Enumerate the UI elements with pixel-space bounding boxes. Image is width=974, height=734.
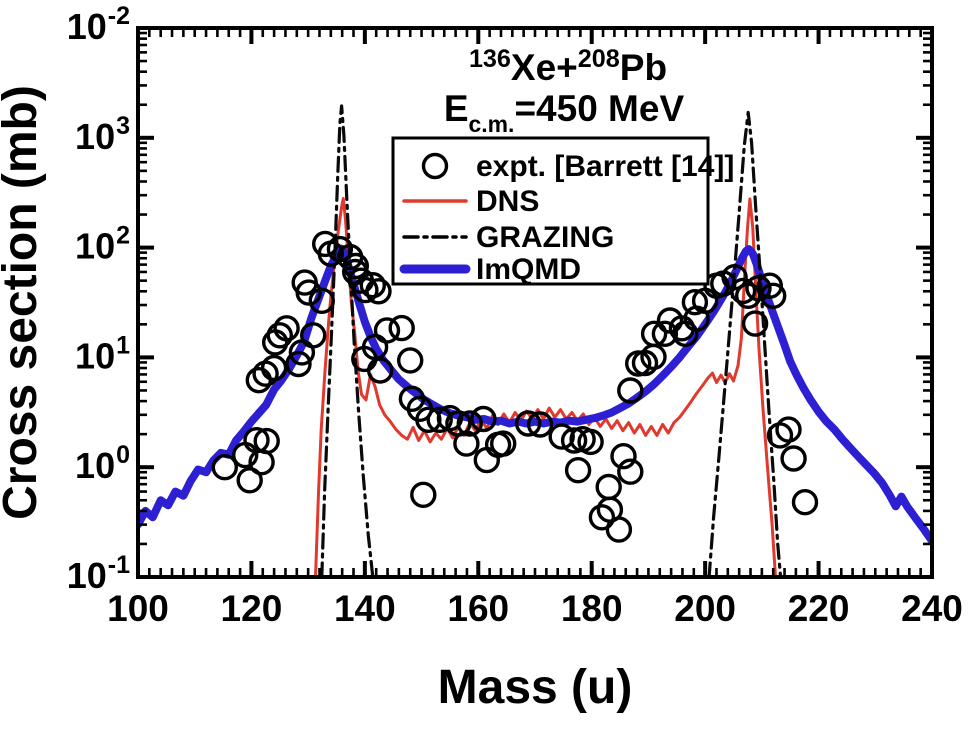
reaction-title: 136​Xe+208​Pb bbox=[469, 45, 667, 88]
expt-data-point bbox=[588, 504, 616, 531]
series-expt-points bbox=[211, 230, 819, 543]
legend-item-expt: expt. [Barrett [14]] bbox=[421, 150, 734, 183]
expt-data-point bbox=[651, 320, 679, 347]
expt-data-point bbox=[610, 443, 637, 470]
x-tick-label: 220 bbox=[788, 588, 850, 629]
series-imqmd bbox=[138, 244, 932, 544]
x-tick-label: 100 bbox=[107, 588, 169, 629]
expt-data-point bbox=[681, 289, 709, 316]
expt-data-point bbox=[453, 430, 480, 457]
series-dns-path bbox=[314, 197, 777, 577]
series-grazing bbox=[320, 104, 783, 577]
expt-data-point bbox=[359, 272, 386, 299]
y-axis-title: Cross section (mb) bbox=[0, 85, 47, 520]
expt-data-point bbox=[577, 428, 604, 456]
expt-data-point bbox=[729, 277, 757, 305]
y-tick-label: 103 bbox=[75, 112, 130, 157]
expt-data-point bbox=[775, 416, 802, 443]
x-tick-label: 120 bbox=[221, 588, 283, 629]
y-tick-label: 102 bbox=[75, 222, 130, 267]
expt-data-point bbox=[295, 279, 322, 306]
expt-data-point bbox=[266, 322, 293, 349]
series-grazing-path bbox=[320, 104, 375, 577]
expt-data-point bbox=[721, 264, 748, 291]
legend-open-circle-icon bbox=[421, 152, 449, 180]
y-tick-label: 100 bbox=[75, 441, 130, 486]
axes bbox=[136, 26, 934, 579]
expt-data-point bbox=[426, 406, 453, 433]
expt-data-point bbox=[605, 516, 633, 543]
x-tick-label: 240 bbox=[901, 588, 963, 629]
expt-data-point bbox=[285, 350, 312, 378]
expt-data-point bbox=[515, 410, 542, 437]
energy-title: Ec.m.​=450 MeV bbox=[444, 88, 685, 137]
expt-data-point bbox=[260, 354, 288, 382]
y-tick-label: 10-1 bbox=[67, 551, 130, 596]
expt-data-point bbox=[397, 347, 424, 374]
expt-data-point bbox=[617, 458, 644, 485]
expt-data-point bbox=[410, 481, 437, 508]
expt-data-point bbox=[526, 411, 554, 438]
legend-item-imqmd: ImQMD bbox=[399, 253, 581, 286]
expt-data-point bbox=[388, 314, 415, 342]
y-tick-labels: 10-2 103 102 101 100 10-1 bbox=[67, 2, 130, 596]
expt-data-point bbox=[365, 278, 392, 305]
y-tick-label: 101 bbox=[75, 331, 130, 376]
expt-data-point bbox=[617, 377, 644, 404]
expt-data-point bbox=[595, 473, 622, 501]
expt-data-point bbox=[791, 489, 819, 516]
expt-data-point bbox=[211, 454, 239, 481]
legend-label: DNS bbox=[476, 185, 539, 218]
x-tick-label: 180 bbox=[561, 588, 623, 629]
expt-data-point bbox=[456, 410, 483, 437]
x-tick-label: 160 bbox=[447, 588, 509, 629]
expt-data-point bbox=[640, 320, 668, 347]
expt-data-point bbox=[367, 357, 394, 384]
legend-item-dns: DNS bbox=[402, 185, 539, 218]
expt-data-point bbox=[253, 427, 280, 455]
series-imqmd-path bbox=[138, 244, 932, 544]
expt-data-point bbox=[560, 427, 588, 454]
legend-label: GRAZING bbox=[476, 221, 614, 254]
x-axis-title: Mass (u) bbox=[438, 661, 633, 714]
expt-data-point bbox=[760, 282, 787, 309]
expt-data-point bbox=[308, 287, 335, 314]
expt-data-point bbox=[236, 467, 263, 494]
expt-data-point bbox=[548, 423, 575, 450]
series-dns bbox=[314, 197, 777, 577]
plot-area bbox=[138, 104, 932, 577]
y-tick-label: 10-2 bbox=[67, 2, 130, 47]
x-tick-label: 200 bbox=[674, 588, 736, 629]
legend-label: expt. [Barrett [14]] bbox=[476, 150, 734, 183]
expt-data-point bbox=[780, 445, 807, 472]
expt-data-point bbox=[470, 405, 497, 433]
series-grazing-path bbox=[707, 110, 783, 577]
expt-data-point bbox=[300, 322, 327, 349]
x-tick-labels: 100 120 140 160 180 200 220 240 bbox=[107, 588, 963, 629]
expt-data-point bbox=[745, 275, 772, 302]
expt-data-point bbox=[373, 317, 401, 344]
expt-data-point bbox=[564, 457, 592, 484]
expt-data-point bbox=[273, 315, 300, 342]
expt-data-point bbox=[490, 430, 517, 457]
expt-data-point bbox=[741, 310, 769, 337]
legend-item-grazing: GRAZING bbox=[402, 221, 614, 254]
legend-label: ImQMD bbox=[476, 253, 581, 286]
x-tick-label: 140 bbox=[334, 588, 396, 629]
